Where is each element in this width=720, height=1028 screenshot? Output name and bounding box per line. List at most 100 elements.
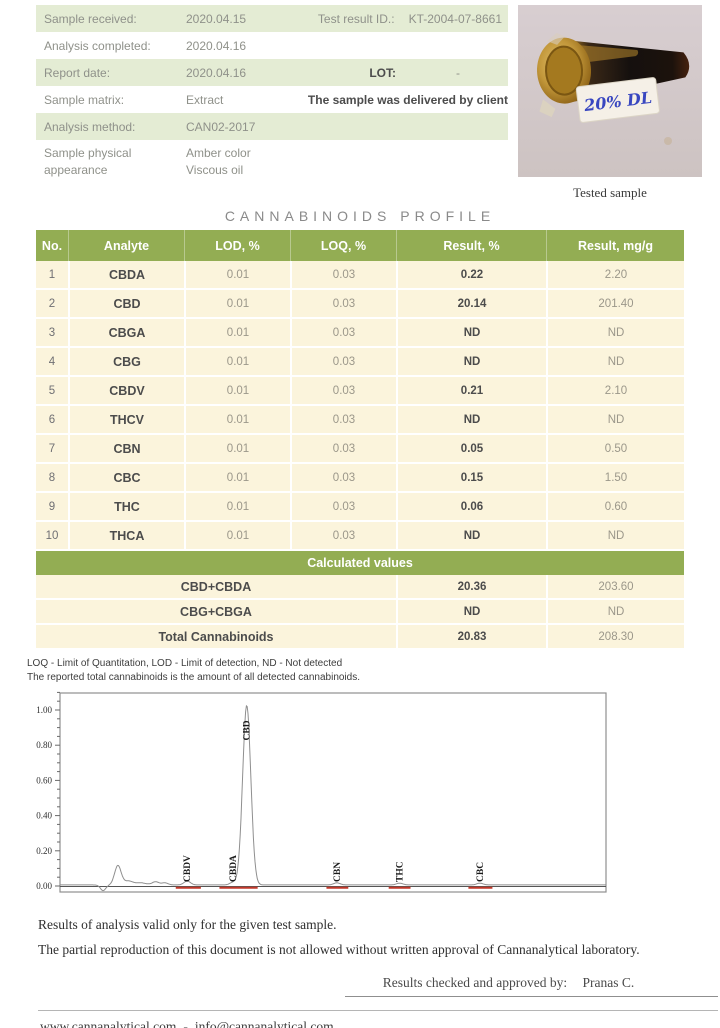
calc-pct-cell: 20.36	[396, 575, 546, 600]
approved-by-label: Results checked and approved by:	[382, 974, 568, 990]
result-pct-cell: ND	[396, 406, 546, 435]
website-link[interactable]: www.cannanalytical.com	[40, 1018, 177, 1028]
loq-cell: 0.03	[290, 435, 396, 464]
lod-cell: 0.01	[184, 261, 290, 290]
analyte-cell: THC	[68, 493, 184, 522]
lod-cell: 0.01	[184, 406, 290, 435]
y-axis-tick-label: 0.40	[36, 811, 52, 821]
result-mgg-cell: 201.40	[546, 290, 684, 319]
lod-cell: 0.01	[184, 290, 290, 319]
no-cell: 9	[36, 493, 68, 522]
chromatogram-trace	[60, 704, 606, 892]
calc-label: Total Cannabinoids	[36, 625, 396, 650]
field-label: Sample received:	[44, 11, 137, 26]
calculated-values-table: CBD+CBDA 20.36 203.60 CBG+CBGA ND ND Total Can…	[36, 575, 684, 650]
no-cell: 5	[36, 377, 68, 406]
field-value: 2020.04.16	[186, 65, 247, 80]
table-row: 9 THC 0.01 0.03 0.06 0.60	[36, 493, 684, 522]
calc-pct-cell: 20.83	[396, 625, 546, 650]
peak-label-cbdv: CBDV	[183, 855, 193, 882]
field-value: CAN02-2017	[186, 119, 256, 134]
field-value: Extract	[186, 92, 224, 107]
no-cell: 2	[36, 290, 68, 319]
result-pct-cell: 20.14	[396, 290, 546, 319]
no-cell: 8	[36, 464, 68, 493]
calc-mgg-cell: ND	[546, 600, 684, 625]
link-separator: -	[183, 1018, 188, 1028]
calculated-values-header: Calculated values	[36, 551, 684, 575]
peak-label-cbd: CBD	[243, 720, 253, 740]
col-header-loq: LOQ, %	[290, 230, 396, 261]
field-value: 2020.04.15	[186, 11, 247, 26]
disclaimer-line-2: The partial reproduction of this documen…	[38, 941, 640, 957]
cannabinoid-rows: 1 CBDA 0.01 0.03 0.22 2.20 2 CBD 0.01 0.03 20.14 20…	[36, 261, 684, 551]
no-cell: 6	[36, 406, 68, 435]
table-header-row: No. Analyte LOD, % LOQ, % Result, % Resu…	[36, 230, 684, 261]
no-cell: 7	[36, 435, 68, 464]
field-value: Amber color Viscous oil	[186, 146, 251, 178]
table-row: 3 CBGA 0.01 0.03 ND ND	[36, 319, 684, 348]
disclaimer-line-1: Results of analysis valid only for the g…	[38, 917, 337, 932]
result-mgg-cell: 2.20	[546, 261, 684, 290]
analyte-cell: CBGA	[68, 319, 184, 348]
result-mgg-cell: ND	[546, 319, 684, 348]
sample-info-table: Sample received: 2020.04.15 Test result …	[36, 5, 508, 201]
analyte-cell: CBC	[68, 464, 184, 493]
lod-cell: 0.01	[184, 377, 290, 406]
lod-cell: 0.01	[184, 464, 290, 493]
lod-cell: 0.01	[184, 435, 290, 464]
analyte-cell: CBG	[68, 348, 184, 377]
no-cell: 3	[36, 319, 68, 348]
lot-field: LOT: -	[304, 66, 508, 80]
lod-cell: 0.01	[184, 319, 290, 348]
cannabinoids-table: No. Analyte LOD, % LOQ, % Result, % Resu…	[36, 230, 684, 551]
y-axis-tick-label: 1.00	[36, 705, 52, 715]
no-cell: 1	[36, 261, 68, 290]
analyte-cell: THCV	[68, 406, 184, 435]
calc-mgg-cell: 208.30	[546, 625, 684, 650]
approval-line: Results checked and approved by: Pranas …	[345, 975, 718, 997]
loq-cell: 0.03	[290, 493, 396, 522]
analyte-cell: CBN	[68, 435, 184, 464]
peak-label-thc: THC	[396, 861, 406, 882]
result-mgg-cell: ND	[546, 406, 684, 435]
result-mgg-cell: 2.10	[546, 377, 684, 406]
info-row-sample-received: Sample received: 2020.04.15 Test result …	[36, 5, 508, 32]
calc-mgg-cell: 203.60	[546, 575, 684, 600]
delivery-note: The sample was delivered by client	[307, 92, 508, 107]
table-row: 2 CBD 0.01 0.03 20.14 201.40	[36, 290, 684, 319]
table-row: 8 CBC 0.01 0.03 0.15 1.50	[36, 464, 684, 493]
y-axis-tick-label: 0.20	[36, 846, 52, 856]
col-header-result-mgg: Result, mg/g	[546, 230, 684, 261]
result-pct-cell: 0.06	[396, 493, 546, 522]
field-value: -	[456, 65, 460, 80]
result-mgg-cell: ND	[546, 348, 684, 377]
table-row: 6 THCV 0.01 0.03 ND ND	[36, 406, 684, 435]
result-pct-cell: ND	[396, 348, 546, 377]
field-label: Report date:	[44, 65, 111, 80]
field-value: KT-2004-07-8661	[408, 11, 502, 26]
col-header-analyte: Analyte	[68, 230, 184, 261]
calc-label: CBG+CBGA	[36, 600, 396, 625]
header-section: Sample received: 2020.04.15 Test result …	[0, 0, 720, 201]
loq-cell: 0.03	[290, 261, 396, 290]
loq-cell: 0.03	[290, 319, 396, 348]
analyte-cell: CBD	[68, 290, 184, 319]
loq-cell: 0.03	[290, 377, 396, 406]
table-row: 5 CBDV 0.01 0.03 0.21 2.10	[36, 377, 684, 406]
analyte-cell: CBDV	[68, 377, 184, 406]
tube-label: 20% DL	[575, 77, 660, 123]
analyte-cell: CBDA	[68, 261, 184, 290]
field-value: 2020.04.16	[186, 38, 247, 53]
y-axis-tick-label: 0.80	[36, 740, 52, 750]
calc-pct-cell: ND	[396, 600, 546, 625]
result-pct-cell: 0.21	[396, 377, 546, 406]
col-header-no: No.	[36, 230, 68, 261]
result-mgg-cell: 1.50	[546, 464, 684, 493]
disclaimer-block: Results of analysis valid only for the g…	[38, 913, 720, 963]
field-label: Analysis completed:	[44, 38, 151, 53]
no-cell: 10	[36, 522, 68, 551]
email-link[interactable]: info@cannanalytical.com	[194, 1018, 334, 1028]
info-row-analysis-completed: Analysis completed: 2020.04.16	[36, 32, 508, 59]
